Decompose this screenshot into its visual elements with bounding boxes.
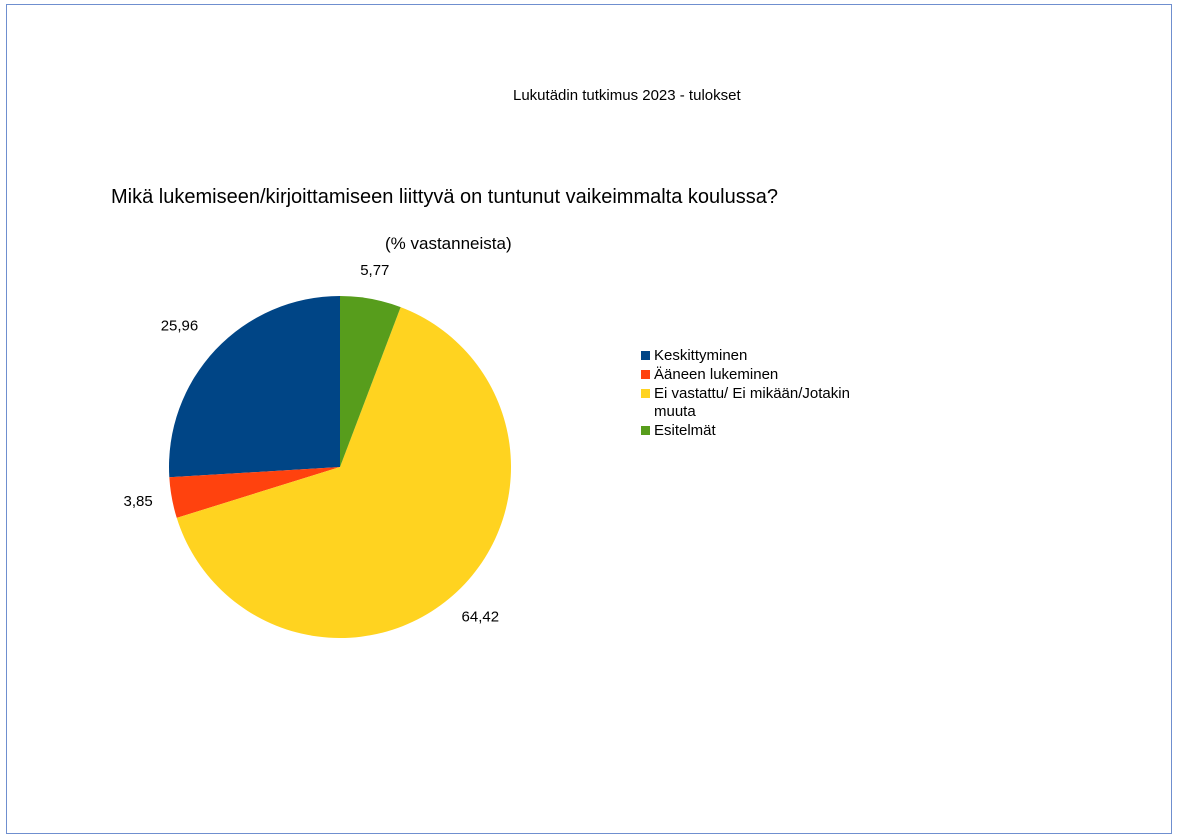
pie-value-label-1: 25,96 bbox=[161, 318, 199, 335]
pie-value-label-4: 5,77 bbox=[360, 262, 389, 279]
pie-chart: 25,96 3,85 64,42 5,77 bbox=[124, 262, 511, 639]
chart-legend: Keskittyminen Ääneen lukeminen Ei vastattu… bbox=[641, 347, 886, 441]
pie-value-label-3: 64,42 bbox=[462, 608, 500, 625]
legend-item: Esitelmät bbox=[641, 422, 886, 440]
legend-label: Ei vastattu/ Ei mikään/Jotakin muuta bbox=[654, 385, 850, 420]
chart-subtitle: (% vastanneista) bbox=[385, 234, 512, 253]
legend-label: Esitelmät bbox=[654, 422, 716, 439]
pie-slice-2 bbox=[169, 467, 340, 518]
legend-item: Ääneen lukeminen bbox=[641, 366, 886, 384]
legend-label: Ääneen lukeminen bbox=[654, 366, 779, 383]
legend-swatch bbox=[641, 389, 650, 398]
legend-swatch bbox=[641, 351, 650, 360]
legend-item: Keskittyminen bbox=[641, 347, 886, 365]
legend-label: Keskittyminen bbox=[654, 347, 748, 364]
legend-swatch bbox=[641, 426, 650, 435]
legend-item: Ei vastattu/ Ei mikään/Jotakin muuta bbox=[641, 385, 886, 421]
pie-slice-3 bbox=[176, 307, 511, 639]
chart-title: Mikä lukemiseen/kirjoittamiseen liittyvä… bbox=[111, 186, 778, 208]
pie-slice-4 bbox=[340, 296, 401, 467]
pie-value-label-2: 3,85 bbox=[124, 493, 153, 510]
report-header: Lukutädin tutkimus 2023 - tulokset bbox=[513, 87, 741, 104]
legend-swatch bbox=[641, 370, 650, 379]
pie-slice-1 bbox=[169, 296, 340, 478]
